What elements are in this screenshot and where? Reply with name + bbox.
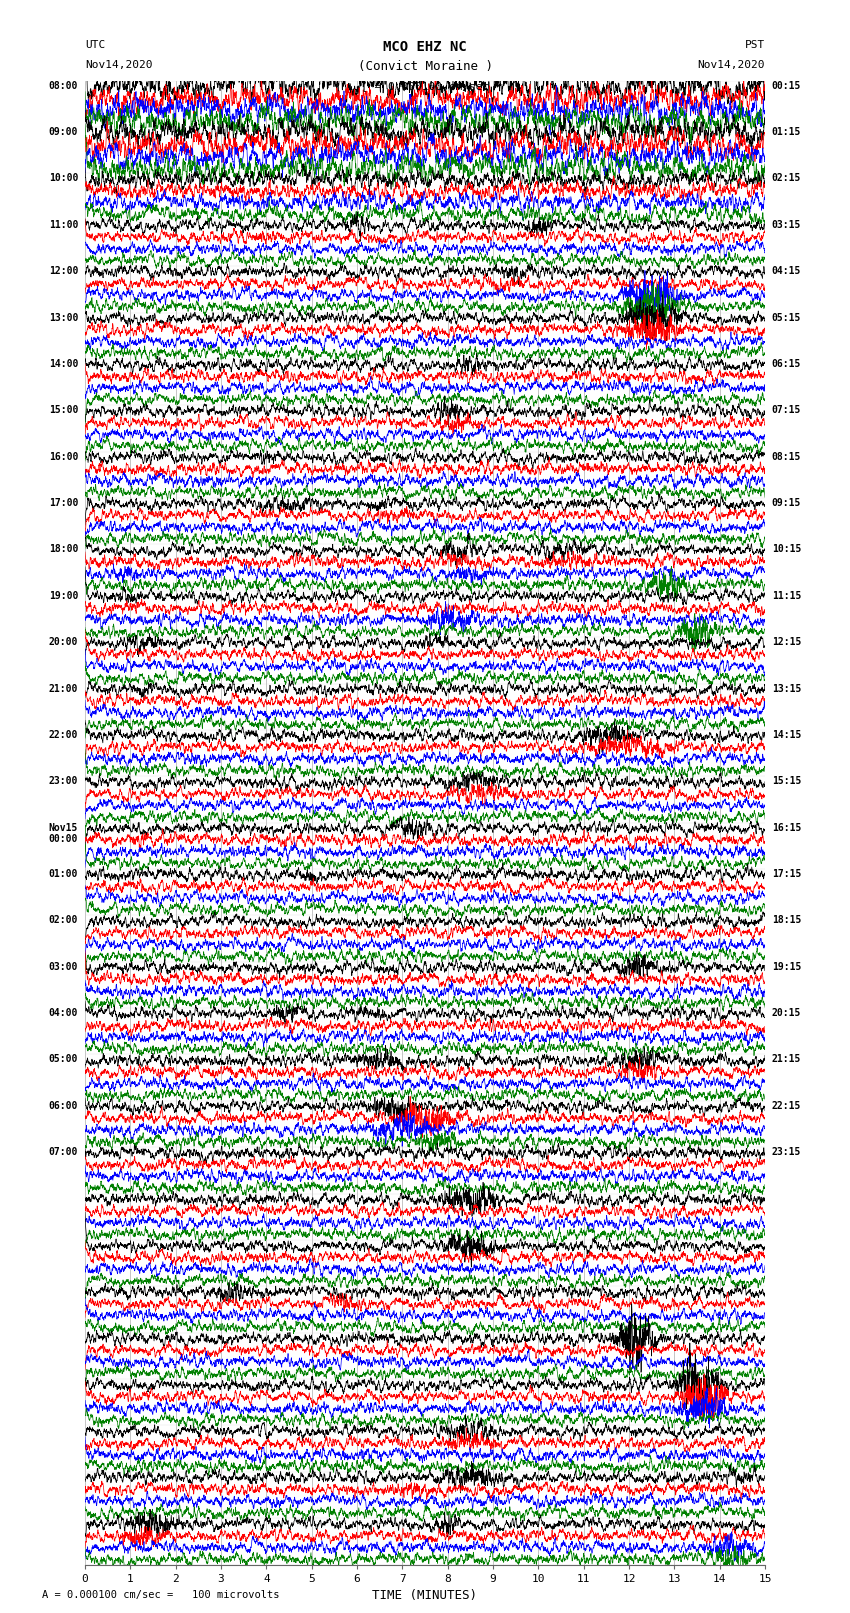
Text: 22:15: 22:15 <box>772 1100 802 1111</box>
Text: 11:00: 11:00 <box>48 219 78 229</box>
Text: 01:00: 01:00 <box>48 869 78 879</box>
Text: 21:15: 21:15 <box>772 1055 802 1065</box>
Text: 08:00: 08:00 <box>48 81 78 90</box>
Text: 19:15: 19:15 <box>772 961 802 971</box>
Text: Nov15
00:00: Nov15 00:00 <box>48 823 78 844</box>
Text: 18:00: 18:00 <box>48 544 78 555</box>
Text: 11:15: 11:15 <box>772 590 802 600</box>
Text: 20:15: 20:15 <box>772 1008 802 1018</box>
Text: 13:15: 13:15 <box>772 684 802 694</box>
Text: 21:00: 21:00 <box>48 684 78 694</box>
Text: MCO EHZ NC: MCO EHZ NC <box>383 40 467 55</box>
Text: 01:15: 01:15 <box>772 127 802 137</box>
Text: 07:00: 07:00 <box>48 1147 78 1157</box>
Text: 07:15: 07:15 <box>772 405 802 415</box>
Text: [ = 0.000100 cm/sec: [ = 0.000100 cm/sec <box>361 81 489 90</box>
Text: 06:15: 06:15 <box>772 360 802 369</box>
Text: 00:15: 00:15 <box>772 81 802 90</box>
Text: 05:00: 05:00 <box>48 1055 78 1065</box>
Text: 23:15: 23:15 <box>772 1147 802 1157</box>
Text: 04:15: 04:15 <box>772 266 802 276</box>
Text: 03:15: 03:15 <box>772 219 802 229</box>
Text: 17:15: 17:15 <box>772 869 802 879</box>
Text: 08:15: 08:15 <box>772 452 802 461</box>
Text: 22:00: 22:00 <box>48 729 78 740</box>
Text: 02:00: 02:00 <box>48 916 78 926</box>
Text: 05:15: 05:15 <box>772 313 802 323</box>
Text: A = 0.000100 cm/sec =   100 microvolts: A = 0.000100 cm/sec = 100 microvolts <box>42 1590 280 1600</box>
Text: 14:15: 14:15 <box>772 729 802 740</box>
Text: 15:15: 15:15 <box>772 776 802 786</box>
Text: 14:00: 14:00 <box>48 360 78 369</box>
Text: 15:00: 15:00 <box>48 405 78 415</box>
Text: 19:00: 19:00 <box>48 590 78 600</box>
Text: Nov14,2020: Nov14,2020 <box>698 60 765 69</box>
Text: UTC: UTC <box>85 40 105 50</box>
Text: 23:00: 23:00 <box>48 776 78 786</box>
Text: 03:00: 03:00 <box>48 961 78 971</box>
Text: 04:00: 04:00 <box>48 1008 78 1018</box>
Text: 13:00: 13:00 <box>48 313 78 323</box>
Text: 10:15: 10:15 <box>772 544 802 555</box>
Text: 12:15: 12:15 <box>772 637 802 647</box>
Text: 06:00: 06:00 <box>48 1100 78 1111</box>
Text: 16:15: 16:15 <box>772 823 802 832</box>
Text: 16:00: 16:00 <box>48 452 78 461</box>
Text: (Convict Moraine ): (Convict Moraine ) <box>358 60 492 73</box>
Text: 18:15: 18:15 <box>772 916 802 926</box>
Text: 20:00: 20:00 <box>48 637 78 647</box>
Text: 02:15: 02:15 <box>772 173 802 184</box>
Text: 10:00: 10:00 <box>48 173 78 184</box>
Text: Nov14,2020: Nov14,2020 <box>85 60 152 69</box>
X-axis label: TIME (MINUTES): TIME (MINUTES) <box>372 1589 478 1602</box>
Text: 17:00: 17:00 <box>48 498 78 508</box>
Text: PST: PST <box>745 40 765 50</box>
Text: 09:00: 09:00 <box>48 127 78 137</box>
Text: 12:00: 12:00 <box>48 266 78 276</box>
Text: 09:15: 09:15 <box>772 498 802 508</box>
